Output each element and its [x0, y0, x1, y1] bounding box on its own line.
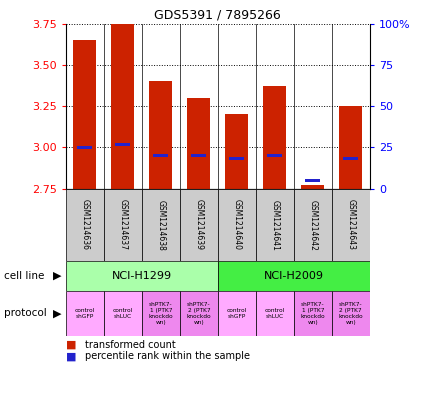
Bar — [77, 146, 92, 149]
Bar — [306, 179, 320, 182]
Text: shPTK7-
1 (PTK7
knockdo
wn): shPTK7- 1 (PTK7 knockdo wn) — [300, 302, 325, 325]
Bar — [187, 98, 210, 189]
Text: NCI-H2009: NCI-H2009 — [264, 271, 324, 281]
Bar — [218, 189, 256, 261]
Text: shPTK7-
1 (PTK7
knockdo
wn): shPTK7- 1 (PTK7 knockdo wn) — [148, 302, 173, 325]
Bar — [218, 261, 370, 291]
Text: ■: ■ — [66, 340, 76, 350]
Bar — [301, 185, 324, 189]
Text: ▶: ▶ — [53, 309, 62, 318]
Bar — [180, 291, 218, 336]
Text: GSM1214643: GSM1214643 — [346, 200, 355, 250]
Text: ▶: ▶ — [53, 271, 62, 281]
Text: shPTK7-
2 (PTK7
knockdo
wn): shPTK7- 2 (PTK7 knockdo wn) — [187, 302, 211, 325]
Bar — [111, 24, 134, 189]
Bar — [191, 154, 206, 157]
Bar — [150, 81, 172, 189]
Bar — [116, 143, 130, 145]
Bar — [294, 291, 332, 336]
Text: GSM1214640: GSM1214640 — [232, 200, 241, 250]
Text: GSM1214642: GSM1214642 — [308, 200, 317, 250]
Text: control
shGFP: control shGFP — [227, 308, 247, 319]
Text: percentile rank within the sample: percentile rank within the sample — [85, 351, 250, 362]
Text: transformed count: transformed count — [85, 340, 176, 350]
Text: GSM1214641: GSM1214641 — [270, 200, 279, 250]
Text: GSM1214636: GSM1214636 — [80, 200, 89, 250]
Text: protocol: protocol — [4, 309, 47, 318]
Bar — [142, 291, 180, 336]
Bar — [230, 158, 244, 160]
Text: control
shGFP: control shGFP — [75, 308, 95, 319]
Text: control
shLUC: control shLUC — [113, 308, 133, 319]
Bar — [142, 189, 180, 261]
Text: GSM1214639: GSM1214639 — [194, 200, 203, 250]
Text: GSM1214638: GSM1214638 — [156, 200, 165, 250]
Bar — [332, 189, 370, 261]
Bar — [66, 189, 104, 261]
Bar — [256, 291, 294, 336]
Bar — [153, 154, 168, 157]
Bar — [256, 189, 294, 261]
Text: control
shLUC: control shLUC — [265, 308, 285, 319]
Bar — [339, 106, 362, 189]
Bar — [294, 189, 332, 261]
Text: shPTK7-
2 (PTK7
knockdo
wn): shPTK7- 2 (PTK7 knockdo wn) — [338, 302, 363, 325]
Bar — [267, 154, 282, 157]
Bar — [66, 261, 218, 291]
Bar — [66, 291, 104, 336]
Text: GSM1214637: GSM1214637 — [118, 200, 127, 250]
Bar — [180, 189, 218, 261]
Text: cell line: cell line — [4, 271, 45, 281]
Title: GDS5391 / 7895266: GDS5391 / 7895266 — [154, 8, 281, 21]
Bar — [225, 114, 248, 189]
Bar — [343, 158, 358, 160]
Bar — [264, 86, 286, 189]
Text: NCI-H1299: NCI-H1299 — [112, 271, 172, 281]
Bar — [104, 189, 142, 261]
Text: ■: ■ — [66, 351, 76, 362]
Bar — [104, 291, 142, 336]
Bar — [332, 291, 370, 336]
Bar — [218, 291, 256, 336]
Bar — [74, 40, 96, 189]
